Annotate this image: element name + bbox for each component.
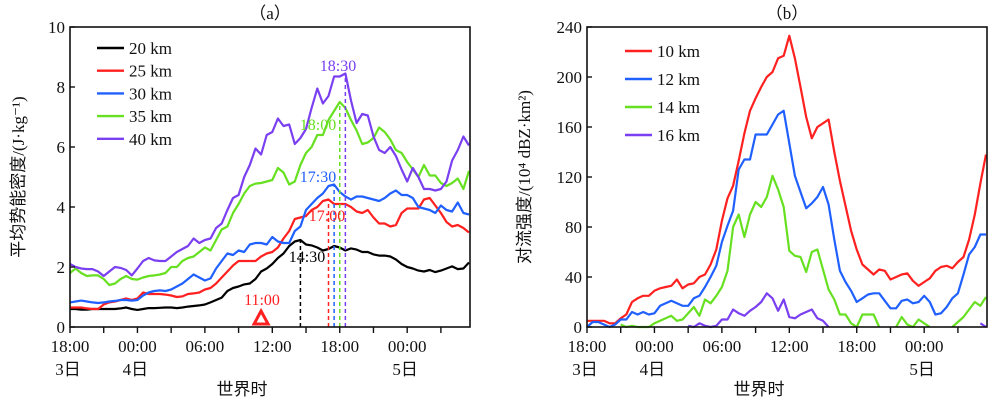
legend: 10 km 12 km 14 km 16 km	[625, 42, 700, 145]
series-line-30km	[69, 183, 470, 305]
x-tick-label: 12:00	[770, 337, 809, 356]
annotation-label: 14:30	[289, 249, 325, 266]
y-tick-label: 4	[57, 198, 66, 217]
legend-label: 16 km	[657, 126, 700, 145]
x-tick-label: 00:00	[635, 337, 674, 356]
x-tick-label: 18:00	[837, 337, 876, 356]
x-tick-label: 18:00	[320, 337, 359, 356]
day-label: 5日	[392, 360, 418, 379]
legend-label: 30 km	[129, 84, 172, 103]
series-line-35km	[69, 100, 471, 287]
annotation-label: 18:00	[300, 117, 336, 134]
triangle-marker-icon	[251, 307, 271, 326]
series-line-12km	[586, 109, 986, 329]
y-tick-label: 0	[574, 318, 583, 337]
series-line-40km	[69, 72, 470, 278]
y-tick-label: 10	[48, 18, 65, 37]
legend: 20 km 25 km 30 km 35 km 40 km	[97, 39, 172, 149]
panel-a-chart: （a） 14:30 17:00 17:30 18:00 18:30 11:00 0 2 4 6 8 10…	[9, 4, 471, 399]
legend-label: 12 km	[657, 70, 700, 89]
y-tick-label: 80	[565, 218, 582, 237]
day-label: 3日	[55, 360, 81, 379]
series-line-20km	[70, 238, 470, 311]
x-tick-label: 00:00	[388, 337, 427, 356]
y-tick-label: 200	[557, 68, 583, 87]
day-label: 3日	[572, 360, 598, 379]
x-axis-label: 世界时	[217, 380, 268, 399]
x-tick-label: 00:00	[905, 337, 944, 356]
legend-label: 35 km	[129, 107, 172, 126]
x-tick-label: 06:00	[703, 337, 742, 356]
annotation-label: 11:00	[244, 292, 280, 309]
annotation-label: 17:00	[309, 208, 345, 225]
legend-label: 25 km	[129, 62, 172, 81]
y-tick-label: 8	[57, 78, 66, 97]
plot-frame	[586, 26, 988, 328]
y-axis-label: 对流强度/(10⁴ dBZ·km²)	[515, 90, 534, 264]
y-axis-label: 平均势能密度/(J·kg⁻¹)	[9, 96, 28, 257]
panel-label: （b）	[766, 4, 809, 23]
legend-label: 40 km	[129, 130, 172, 149]
x-tick-label: 18:00	[568, 337, 607, 356]
series-line-10km	[587, 34, 988, 325]
annotation-label: 17:30	[300, 169, 336, 186]
legend-label: 20 km	[129, 39, 172, 58]
x-tick-label: 18:00	[51, 337, 90, 356]
x-tick-label: 12:00	[253, 337, 292, 356]
series-line-16km	[687, 292, 987, 329]
x-tick-label: 00:00	[118, 337, 157, 356]
y-tick-label: 6	[57, 138, 66, 157]
x-tick-label: 06:00	[186, 337, 225, 356]
day-label: 4日	[123, 360, 149, 379]
y-tick-label: 40	[565, 268, 582, 287]
x-axis-label: 世界时	[734, 380, 785, 399]
y-tick-label: 0	[57, 318, 66, 337]
day-label: 5日	[909, 360, 935, 379]
y-tick-label: 120	[557, 168, 583, 187]
y-tick-label: 160	[557, 118, 583, 137]
legend-label: 10 km	[657, 42, 700, 61]
panel-b-chart: （b） 0 40 80 120 160 200 240 18:00 00:00 06:00 12:00…	[515, 4, 988, 399]
panel-label: （a）	[249, 4, 291, 23]
plot-frame	[69, 26, 471, 328]
y-tick-label: 240	[557, 18, 583, 37]
day-label: 4日	[640, 360, 666, 379]
annotation-label: 18:30	[320, 58, 356, 75]
series-line-25km	[70, 196, 470, 311]
legend-label: 14 km	[657, 98, 700, 117]
y-tick-label: 2	[57, 258, 66, 277]
